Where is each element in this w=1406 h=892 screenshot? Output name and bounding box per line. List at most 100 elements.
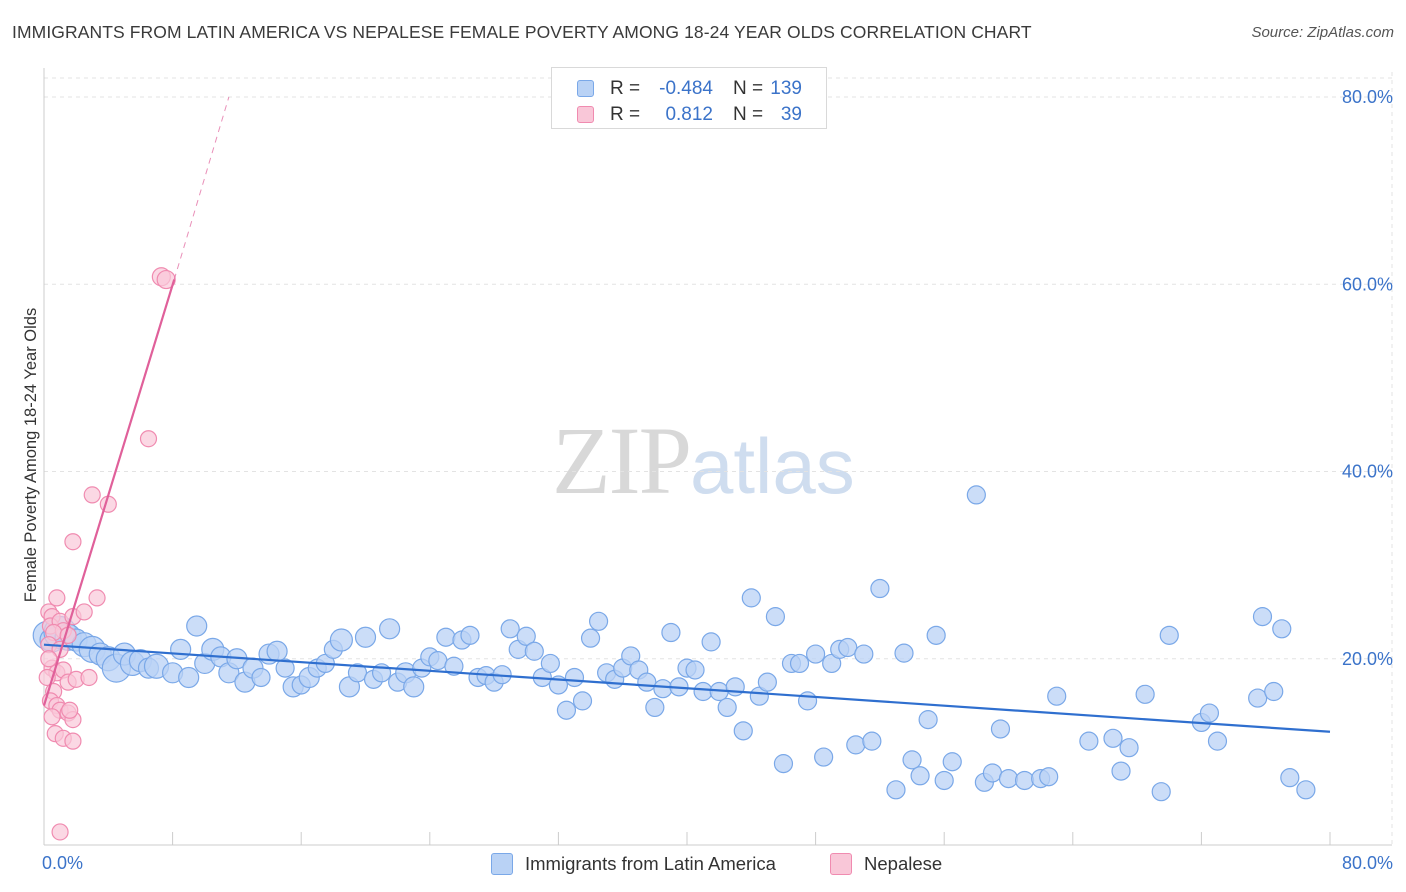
trend-line-latin-america [43, 643, 1331, 733]
data-point-latin-america [1039, 767, 1059, 787]
trend-line-nepalese-extension [173, 96, 230, 280]
legend: R = -0.484 N = 139 R = 0.812 N = 39 [551, 67, 827, 129]
data-point-latin-america [428, 651, 448, 671]
data-point-latin-america [717, 697, 737, 718]
data-point-latin-america [1151, 782, 1171, 802]
data-point-latin-america [379, 618, 401, 640]
bottom-legend-label: Nepalese [864, 853, 943, 874]
data-point-latin-america [540, 653, 560, 674]
data-point-latin-america [403, 676, 425, 698]
data-point-latin-america [460, 625, 480, 645]
data-point-latin-america [741, 588, 761, 608]
legend-n-value: 39 [780, 104, 802, 125]
series-nepalese-points [38, 267, 176, 841]
bottom-legend-swatch-blue [491, 853, 513, 875]
data-point-latin-america [1207, 731, 1228, 751]
data-point-latin-america [436, 627, 456, 647]
data-point-nepalese [64, 732, 82, 750]
data-point-latin-america [1103, 728, 1123, 748]
data-point-latin-america [1047, 686, 1067, 706]
data-point-latin-america [170, 638, 192, 660]
data-point-latin-america [773, 754, 794, 774]
data-point-latin-america [251, 667, 271, 688]
data-point-nepalese [83, 486, 101, 504]
bottom-legend-swatch-pink [830, 853, 852, 875]
tick-labels: 20.0% 40.0% 60.0% 80.0% 0.0% 80.0% [42, 87, 1393, 873]
data-point-latin-america [725, 677, 745, 697]
legend-r-label: R = [610, 78, 641, 99]
trend-lines [42, 96, 1331, 733]
source-label: Source: ZipAtlas.com [1251, 24, 1394, 41]
data-point-latin-america [765, 607, 786, 627]
data-point-latin-america [661, 622, 681, 643]
data-point-latin-america [998, 768, 1019, 789]
data-point-latin-america [966, 485, 986, 505]
data-point-latin-america [854, 644, 874, 664]
data-point-nepalese [43, 708, 61, 726]
data-point-latin-america [733, 721, 753, 741]
data-point-latin-america [1252, 607, 1273, 627]
trend-line-nepalese [42, 279, 176, 706]
data-point-latin-america [862, 731, 882, 751]
data-point-latin-america [178, 666, 200, 689]
data-point-nepalese [51, 823, 69, 841]
data-point-nepalese [156, 269, 176, 290]
data-point-latin-america [918, 710, 938, 730]
data-point-latin-america [645, 697, 665, 718]
legend-n-label: N = [733, 104, 764, 125]
data-point-latin-america [1111, 761, 1131, 781]
legend-r-label: R = [610, 104, 641, 125]
data-point-latin-america [1248, 688, 1268, 708]
data-point-latin-america [701, 632, 721, 652]
data-point-latin-america [1199, 703, 1220, 723]
data-point-latin-america [934, 770, 954, 791]
legend-n-value: 139 [770, 78, 802, 99]
data-point-latin-america [942, 752, 962, 772]
data-point-latin-america [814, 747, 834, 767]
data-point-latin-america [789, 653, 810, 674]
data-point-latin-america [564, 667, 585, 688]
axes [43, 68, 1392, 846]
data-point-nepalese [88, 589, 106, 607]
series-latin-america-points [32, 485, 1316, 802]
data-point-nepalese [40, 650, 58, 668]
data-point-latin-america [354, 626, 377, 648]
data-point-latin-america [693, 681, 713, 702]
data-point-latin-america [982, 763, 1003, 783]
data-point-nepalese [75, 603, 93, 621]
data-point-latin-america [685, 660, 705, 680]
data-point-latin-america [637, 672, 657, 692]
chart-title: IMMIGRANTS FROM LATIN AMERICA VS NEPALES… [12, 22, 1032, 42]
data-point-latin-america [910, 766, 930, 786]
data-point-latin-america [1272, 619, 1292, 639]
data-point-latin-america [886, 780, 906, 800]
data-point-latin-america [797, 691, 818, 711]
data-point-latin-america [580, 628, 601, 648]
y-tick-label: 40.0% [1342, 462, 1393, 482]
legend-r-value: 0.812 [665, 104, 713, 125]
y-tick-label: 60.0% [1342, 274, 1393, 294]
y-tick-label: 80.0% [1342, 87, 1393, 107]
data-point-latin-america [516, 626, 536, 646]
data-point-latin-america [1119, 738, 1139, 758]
data-point-nepalese [48, 589, 66, 607]
legend-swatch-blue [577, 80, 594, 97]
data-point-latin-america [1296, 780, 1316, 800]
data-point-latin-america [266, 640, 288, 662]
data-point-latin-america [572, 691, 593, 711]
data-point-latin-america [1135, 684, 1155, 704]
data-point-latin-america [870, 578, 890, 599]
data-point-latin-america [1079, 731, 1099, 751]
data-point-latin-america [990, 719, 1011, 739]
data-point-latin-america [902, 750, 922, 770]
data-point-latin-america [1264, 681, 1284, 702]
data-point-latin-america [444, 656, 464, 676]
data-point-latin-america [838, 637, 858, 658]
data-point-nepalese [80, 668, 98, 687]
legend-n-label: N = [733, 78, 764, 99]
bottom-legend-label: Immigrants from Latin America [525, 853, 776, 874]
data-point-nepalese [139, 430, 158, 448]
data-point-latin-america [846, 735, 866, 755]
y-axis-label: Female Poverty Among 18-24 Year Olds [22, 308, 40, 602]
